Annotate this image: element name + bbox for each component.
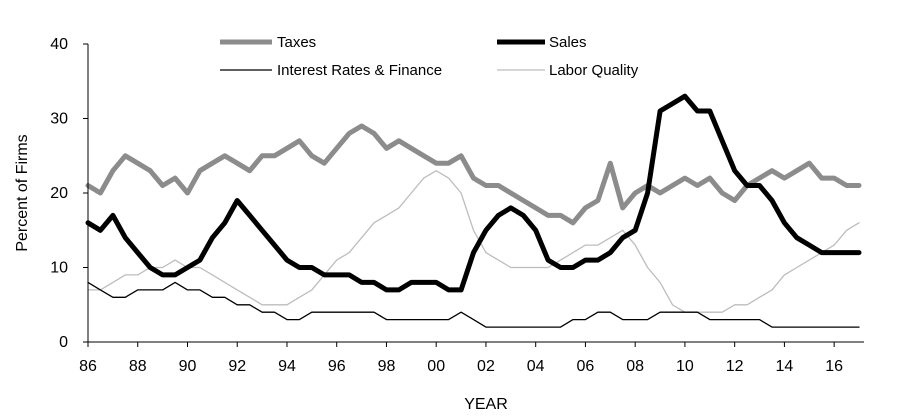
legend-label-sales: Sales — [549, 34, 587, 51]
x-tick-label: 00 — [427, 358, 445, 375]
y-tick-label: 10 — [50, 260, 68, 277]
plot-area: 0 10 20 30 40 86 88 90 92 94 96 98 00 02 04 06 08 10 12 14… — [50, 36, 864, 375]
x-tick-label: 04 — [527, 358, 545, 375]
y-tick-label: 0 — [59, 334, 68, 351]
x-tick-label: 10 — [676, 358, 694, 375]
y-tick-label: 40 — [50, 36, 68, 53]
x-tick-label: 16 — [825, 358, 843, 375]
x-tick-label: 08 — [626, 358, 644, 375]
legend-label-labor-quality: Labor Quality — [549, 62, 639, 79]
y-tick-label: 20 — [50, 185, 68, 202]
x-tick-label: 94 — [278, 358, 296, 375]
legend-label-taxes: Taxes — [277, 34, 316, 51]
legend: Taxes Sales Interest Rates & Finance Labor … — [220, 34, 639, 79]
x-tick-label: 96 — [328, 358, 346, 375]
x-tick-label: 88 — [129, 358, 147, 375]
series-line-interest-rates-finance — [87, 281, 860, 328]
series-line-labor-quality — [87, 170, 860, 313]
y-tick-label: 30 — [50, 111, 68, 128]
y-axis-ticks: 0 10 20 30 40 — [50, 36, 88, 351]
x-tick-label: 90 — [179, 358, 197, 375]
legend-label-interest-rates-finance: Interest Rates & Finance — [277, 62, 442, 79]
x-tick-label: 12 — [726, 358, 744, 375]
x-tick-label: 06 — [577, 358, 595, 375]
x-axis-ticks: 86 88 90 92 94 96 98 00 02 04 06 08 10 12 14 16 — [79, 342, 843, 375]
series-line-sales — [85, 93, 862, 293]
x-tick-label: 92 — [228, 358, 246, 375]
x-tick-label: 98 — [378, 358, 396, 375]
series-line-taxes — [85, 123, 862, 226]
x-axis-title: YEAR — [464, 396, 508, 413]
series-layer — [85, 93, 862, 328]
x-tick-label: 86 — [79, 358, 97, 375]
y-axis-title: Percent of Firms — [14, 134, 31, 251]
x-tick-label: 14 — [776, 358, 794, 375]
x-tick-label: 02 — [477, 358, 495, 375]
